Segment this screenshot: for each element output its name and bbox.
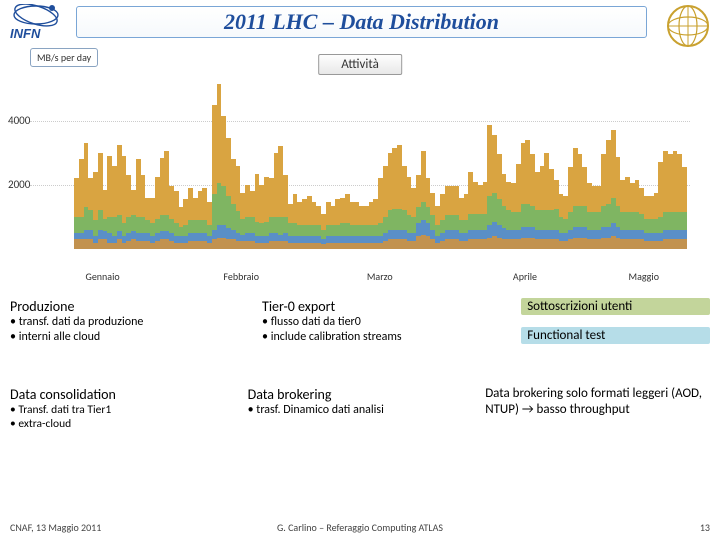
ytick-2000: 2000 [8, 178, 30, 191]
page-title: 2011 LHC – Data Distribution [76, 6, 647, 38]
produzione-b2: interni alle cloud [10, 330, 242, 345]
brokering-b1: trasf. Dinamico dati analisi [248, 403, 466, 418]
produzione-title: Produzione [10, 298, 242, 315]
svg-text:INFN: INFN [10, 26, 41, 41]
consolidation-b2: extra-cloud [10, 417, 228, 431]
brokering-note: Data brokering solo formati leggeri (AOD… [475, 386, 720, 432]
functional-test-box: Functional test [521, 327, 710, 344]
footer-mid: G. Carlino – Referaggio Computing ATLAS [277, 521, 443, 534]
ytick-4000: 4000 [8, 114, 30, 127]
tier0-b2: include calibration streams [262, 330, 501, 345]
tier0-b1: flusso dati da tier0 [262, 315, 501, 330]
infn-logo: INFN [8, 4, 68, 42]
tier0-title: Tier-0 export [262, 298, 501, 315]
month-axis: GennaioFebbraioMarzoAprileMaggio [30, 270, 690, 283]
attivita-button[interactable]: Attività [318, 54, 402, 75]
consolidation-title: Data consolidation [10, 386, 228, 403]
atlas-logo [664, 2, 712, 50]
throughput-chart [30, 82, 690, 267]
yaxis-label: MB/s per day [30, 48, 98, 67]
brokering-title: Data brokering [248, 386, 466, 403]
footer-page: 13 [700, 521, 710, 534]
consolidation-b1: Transf. dati tra Tier1 [10, 403, 228, 417]
produzione-b1: transf. dati da produzione [10, 315, 242, 330]
footer-left: CNAF, 13 Maggio 2011 [10, 521, 101, 534]
sottoscrizioni-box: Sottoscrizioni utenti [521, 298, 710, 315]
